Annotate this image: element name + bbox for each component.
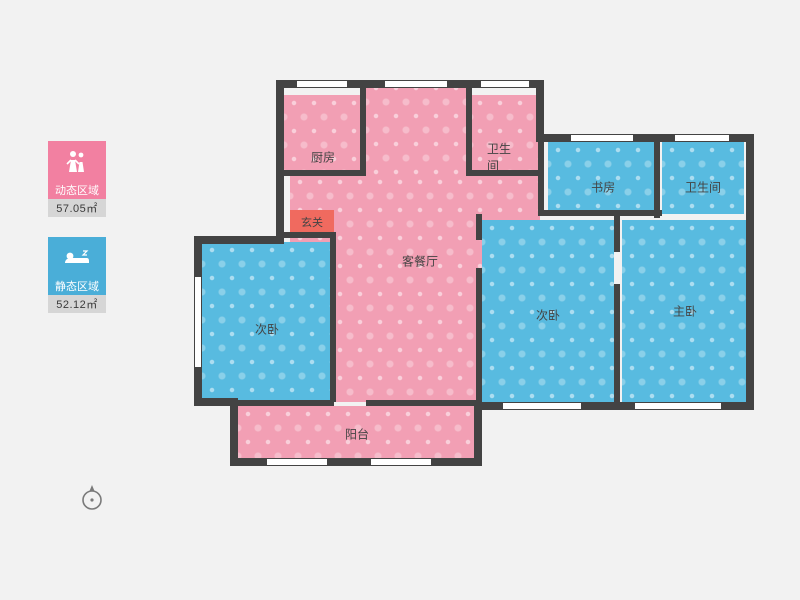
room-label-bed2b: 次卧 — [536, 306, 560, 323]
room-label-living: 客餐厅 — [402, 252, 438, 269]
compass-icon — [80, 485, 104, 511]
inner-wall-9 — [476, 214, 482, 240]
window-0 — [296, 80, 348, 88]
room-label-study: 书房 — [591, 178, 615, 195]
room-master: 主卧 — [622, 220, 748, 402]
inner-wall-12 — [614, 284, 620, 406]
outer-wall-2 — [536, 80, 544, 140]
legend-static-value: 52.12㎡ — [48, 295, 106, 313]
inner-wall-7 — [282, 170, 362, 176]
inner-wall-14 — [366, 400, 478, 406]
inner-wall-11 — [614, 216, 620, 252]
room-label-entrance: 玄关 — [301, 214, 323, 230]
window-7 — [370, 458, 432, 466]
room-living: 客餐厅 — [290, 174, 540, 402]
inner-wall-1 — [466, 86, 472, 176]
window-4 — [674, 134, 730, 142]
legend-dynamic: 动态区域 57.05㎡ — [48, 141, 106, 217]
legend-static: 静态区域 52.12㎡ — [48, 237, 106, 313]
inner-wall-0 — [360, 86, 366, 176]
room-label-bath2: 卫生间 — [685, 178, 721, 195]
room-living-top — [366, 80, 466, 175]
people-icon — [48, 141, 106, 181]
window-8 — [502, 402, 582, 410]
room-bed2b: 次卧 — [482, 220, 614, 402]
room-bath2: 卫生间 — [662, 142, 744, 214]
room-label-balcony: 阳台 — [345, 426, 369, 443]
sleep-icon — [48, 237, 106, 277]
room-bath1: 卫生间 — [470, 95, 538, 171]
room-label-kitchen: 厨房 — [311, 149, 335, 166]
room-bed2a: 次卧 — [202, 242, 332, 400]
floorplan: 厨房卫生间书房卫生间客餐厅玄关次卧次卧主卧阳台 — [190, 80, 754, 472]
room-label-bed2a: 次卧 — [255, 320, 279, 337]
outer-wall-11 — [194, 236, 284, 244]
outer-wall-8 — [230, 398, 238, 464]
room-balcony: 阳台 — [238, 406, 476, 462]
inner-wall-3 — [542, 210, 662, 216]
inner-wall-2 — [538, 138, 544, 216]
window-3 — [570, 134, 634, 142]
outer-wall-6 — [474, 402, 482, 466]
inner-wall-4 — [654, 138, 660, 218]
inner-wall-6 — [330, 238, 336, 402]
room-label-master: 主卧 — [673, 303, 697, 320]
outer-wall-4 — [746, 134, 754, 410]
room-study: 书房 — [548, 142, 654, 214]
legend-dynamic-value: 57.05㎡ — [48, 199, 106, 217]
inner-wall-13 — [232, 400, 334, 406]
window-1 — [384, 80, 448, 88]
canvas: { "colors": { "background": "#f2f2f2", "… — [0, 0, 800, 600]
room-kitchen: 厨房 — [284, 95, 362, 171]
inner-wall-5 — [282, 232, 336, 238]
room-entrance: 玄关 — [290, 210, 334, 234]
inner-wall-8 — [470, 170, 540, 176]
window-9 — [634, 402, 722, 410]
legend-dynamic-label: 动态区域 — [48, 181, 106, 199]
legend-static-label: 静态区域 — [48, 277, 106, 295]
outer-wall-0 — [276, 80, 284, 240]
inner-wall-10 — [476, 268, 482, 404]
window-6 — [266, 458, 328, 466]
window-5 — [194, 276, 202, 368]
window-2 — [480, 80, 530, 88]
